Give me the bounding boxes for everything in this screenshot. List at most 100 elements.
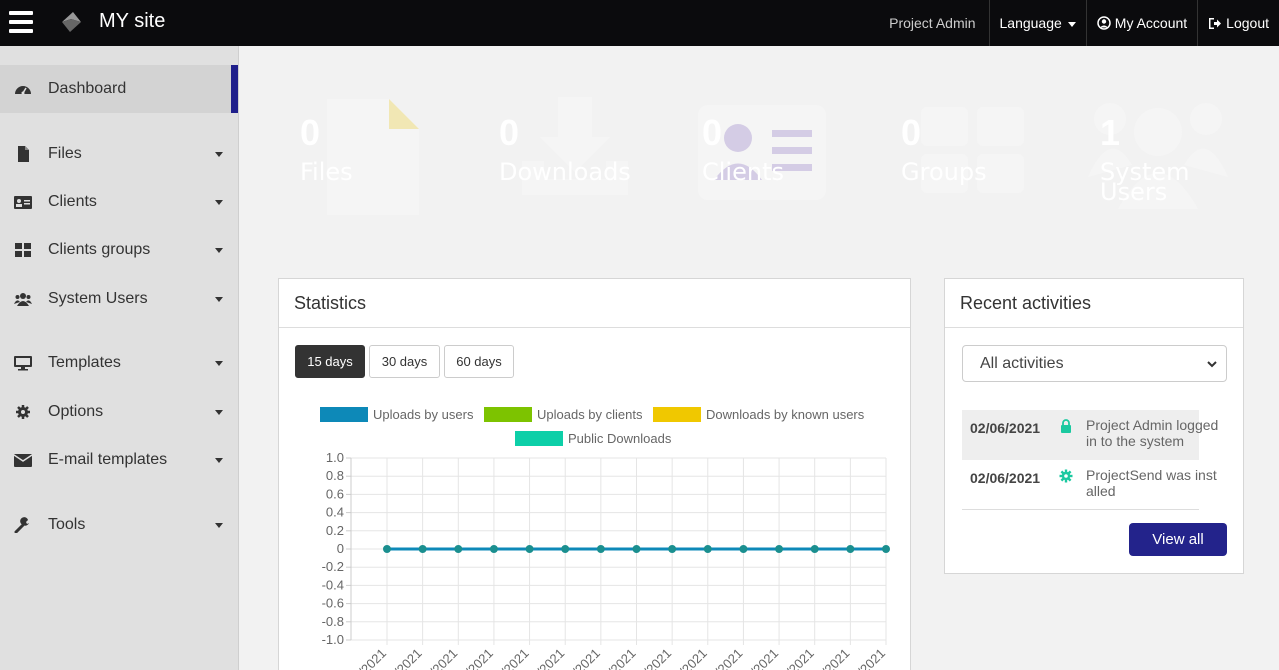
- data-point: [632, 545, 641, 553]
- legend-item-uploads-by-users[interactable]: Uploads by users: [320, 407, 473, 422]
- sidebar-item-email-templates[interactable]: E-mail templates: [0, 436, 238, 484]
- file-icon: [327, 99, 419, 215]
- hamburger-menu-icon[interactable]: [9, 11, 33, 33]
- id-card-icon: [698, 105, 826, 200]
- envelope-icon: [14, 454, 32, 467]
- activity-date: 02/06/2021: [970, 420, 1041, 436]
- x-tick-label: 5/2021: [350, 646, 389, 670]
- caret-down-icon: [215, 152, 223, 157]
- logout-link[interactable]: Logout: [1197, 0, 1279, 46]
- sidebar-item-label: Options: [48, 403, 104, 420]
- range-15-days-button[interactable]: 15 days: [295, 345, 365, 378]
- data-point: [489, 545, 498, 553]
- users-icon: [1088, 103, 1228, 209]
- project-admin-label: Project Admin: [889, 15, 976, 31]
- statistics-title: Statistics: [294, 293, 367, 313]
- tile-label: Clients: [702, 158, 784, 186]
- sidebar-item-system-users[interactable]: System Users: [0, 275, 238, 323]
- top-nav: Project Admin Language My Account Logout: [879, 0, 1279, 46]
- x-tick-label: 6/2021: [849, 646, 888, 670]
- range-30-days-button[interactable]: 30 days: [369, 345, 440, 378]
- sidebar: Dashboard Files Clients Clients groups S…: [0, 46, 239, 670]
- y-tick-label: -0.4: [322, 577, 344, 592]
- tile-label: Files: [300, 158, 353, 186]
- activities-filter-value: All activities: [980, 354, 1064, 372]
- y-tick-label: 0.6: [326, 486, 344, 501]
- tile-groups[interactable]: 0 Groups: [879, 77, 1045, 244]
- data-point: [810, 545, 819, 553]
- caret-down-icon: [215, 200, 223, 205]
- tile-count: 0: [300, 112, 321, 153]
- dashboard-icon: [15, 86, 31, 95]
- site-title[interactable]: MY site: [99, 10, 166, 32]
- sidebar-item-clients-groups[interactable]: Clients groups: [0, 226, 238, 274]
- sidebar-item-label: Dashboard: [48, 80, 127, 97]
- divider: [279, 327, 910, 328]
- y-tick-label: 0.4: [326, 505, 344, 520]
- range-60-days-button[interactable]: 60 days: [444, 345, 514, 378]
- activity-row: 02/06/2021 ProjectSend was installed: [962, 460, 1217, 510]
- sidebar-item-options[interactable]: Options: [0, 388, 238, 436]
- tile-clients[interactable]: 0 Clients: [680, 77, 846, 244]
- x-tick-label: 5/2021: [422, 646, 461, 670]
- sidebar-item-label: Clients: [48, 193, 97, 210]
- x-tick-label: 5/2021: [564, 646, 603, 670]
- language-dropdown[interactable]: Language: [988, 0, 1086, 46]
- gear-icon: [16, 405, 30, 419]
- view-all-button[interactable]: View all: [1129, 523, 1227, 556]
- legend-item-downloads-by-known-users[interactable]: Downloads by known users: [653, 407, 864, 422]
- y-tick-label: -0.6: [322, 596, 344, 611]
- recent-activities-panel: Recent activities All activities 02/06/2…: [944, 278, 1244, 574]
- sidebar-item-dashboard[interactable]: Dashboard: [0, 65, 238, 113]
- sidebar-item-clients[interactable]: Clients: [0, 178, 238, 226]
- sidebar-item-label: Tools: [48, 516, 86, 533]
- x-tick-label: 5/2021: [707, 646, 746, 670]
- data-point: [668, 545, 677, 553]
- tile-system-users[interactable]: 1 System Users: [1078, 77, 1245, 244]
- data-point: [418, 545, 427, 553]
- caret-down-icon: [215, 410, 223, 415]
- caret-down-icon: [215, 361, 223, 366]
- tile-downloads[interactable]: 0 Downloads: [477, 77, 647, 244]
- logout-label: Logout: [1226, 15, 1269, 31]
- x-tick-label: 5/2021: [493, 646, 532, 670]
- y-tick-label: 1.0: [326, 450, 344, 465]
- wrench-icon: [14, 517, 29, 533]
- grid-icon: [921, 107, 1024, 193]
- caret-down-icon: [215, 248, 223, 253]
- sidebar-item-label: E-mail templates: [48, 451, 168, 468]
- data-point: [703, 545, 712, 553]
- legend-item-uploads-by-clients[interactable]: Uploads by clients: [484, 407, 643, 422]
- legend-label: Uploads by clients: [537, 407, 643, 422]
- download-icon: [522, 97, 628, 195]
- sidebar-item-tools[interactable]: Tools: [0, 501, 238, 549]
- tile-label: Downloads: [499, 158, 631, 186]
- sidebar-item-label: System Users: [48, 290, 148, 307]
- x-tick-label: 5/2021: [636, 646, 675, 670]
- y-tick-label: 0: [337, 541, 344, 556]
- data-point: [739, 545, 748, 553]
- x-tick-label: 5/2021: [600, 646, 639, 670]
- gear-icon: [1059, 469, 1073, 483]
- legend-swatch: [653, 407, 701, 422]
- statistics-chart: 1.0 0.8 0.6 0.4 0.2 0 -0.2 -0.4 -0.6 -0.8 -1.0 5/20…: [322, 450, 890, 670]
- y-tick-label: -0.8: [322, 614, 344, 629]
- y-tick-label: 0.8: [326, 468, 344, 483]
- users-icon: [14, 293, 32, 306]
- x-tick-label: 5/2021: [742, 646, 781, 670]
- data-point: [596, 545, 605, 553]
- activity-text: Project Admin logged in to the system: [1086, 417, 1219, 449]
- legend-item-public-downloads[interactable]: Public Downloads: [515, 431, 671, 446]
- grid-icon: [15, 243, 31, 257]
- sidebar-item-templates[interactable]: Templates: [0, 339, 238, 387]
- activity-date: 02/06/2021: [970, 470, 1041, 486]
- top-bar: MY site Project Admin Language My Accoun…: [0, 0, 1279, 46]
- my-account-link[interactable]: My Account: [1085, 0, 1197, 46]
- sidebar-item-files[interactable]: Files: [0, 130, 238, 178]
- tile-count: 0: [702, 112, 723, 153]
- activities-filter-select[interactable]: All activities: [962, 345, 1227, 382]
- tile-files[interactable]: 0 Files: [278, 77, 444, 244]
- data-point: [525, 545, 534, 553]
- sidebar-item-label: Files: [48, 145, 82, 162]
- x-tick-label: 5/2021: [386, 646, 425, 670]
